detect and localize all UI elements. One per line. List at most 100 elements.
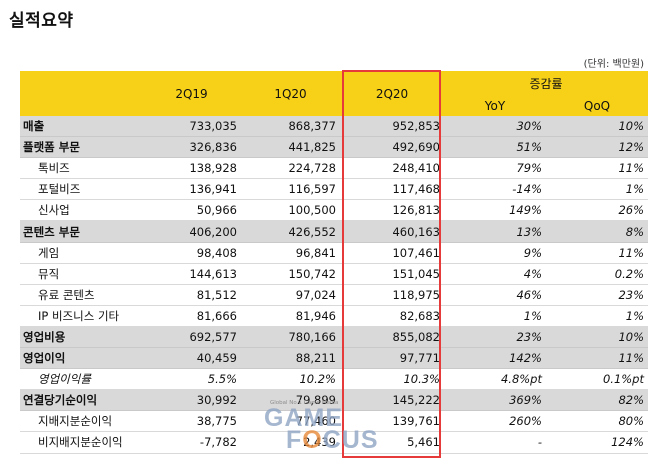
cell-qoq: 11% xyxy=(546,242,648,264)
cell-yoy: 46% xyxy=(444,284,546,306)
table-row: 영업이익률 5.5% 10.2% 10.3% 4.8%pt 0.1%pt xyxy=(20,368,648,391)
earnings-summary-table: 2Q19 1Q20 2Q20 증감률 YoY QoQ 매출 733,035 86… xyxy=(20,71,648,454)
page-title: 실적요약 xyxy=(9,11,74,31)
row-label: 뮤직 xyxy=(20,263,142,285)
cell-yoy: 51% xyxy=(444,136,546,159)
cell-1q20: 96,841 xyxy=(241,242,340,264)
cell-2q19: 81,666 xyxy=(142,305,241,327)
row-label: 영업이익률 xyxy=(20,368,142,391)
header-blank xyxy=(20,71,142,116)
cell-qoq: 26% xyxy=(546,199,648,222)
cell-1q20: 224,728 xyxy=(241,157,340,180)
cell-2q19: 40,459 xyxy=(142,347,241,370)
cell-2q19: 144,613 xyxy=(142,263,241,285)
cell-qoq: 11% xyxy=(546,347,648,370)
cell-1q20: 100,500 xyxy=(241,199,340,222)
header-qoq: QoQ xyxy=(546,95,648,116)
cell-2q20: 10.3% xyxy=(340,368,444,391)
cell-yoy: -14% xyxy=(444,178,546,201)
cell-1q20: 780,166 xyxy=(241,326,340,349)
row-label: 게임 xyxy=(20,242,142,264)
unit-note: (단위: 백만원) xyxy=(583,59,644,70)
cell-yoy: 369% xyxy=(444,389,546,412)
cell-2q19: 692,577 xyxy=(142,326,241,349)
cell-yoy: 142% xyxy=(444,347,546,370)
cell-2q20: 855,082 xyxy=(340,326,444,349)
cell-yoy: 149% xyxy=(444,199,546,222)
cell-1q20: 10.2% xyxy=(241,368,340,391)
cell-qoq: 1% xyxy=(546,305,648,327)
cell-qoq: 10% xyxy=(546,116,648,138)
cell-qoq: 8% xyxy=(546,220,648,243)
cell-2q19: 326,836 xyxy=(142,136,241,159)
row-label: 플랫폼 부문 xyxy=(20,136,142,159)
header-period-1q20: 1Q20 xyxy=(241,71,340,116)
header-period-2q20: 2Q20 xyxy=(340,71,444,116)
cell-yoy: 13% xyxy=(444,220,546,243)
table-row: 콘텐츠 부문 406,200 426,552 460,163 13% 8% xyxy=(20,220,648,243)
cell-yoy: 23% xyxy=(444,326,546,349)
table-row: 신사업 50,966 100,500 126,813 149% 26% xyxy=(20,199,648,222)
cell-2q20: 952,853 xyxy=(340,116,444,138)
cell-2q20: 145,222 xyxy=(340,389,444,412)
table-row: 뮤직 144,613 150,742 151,045 4% 0.2% xyxy=(20,263,648,285)
table-row: 유료 콘텐츠 81,512 97,024 118,975 46% 23% xyxy=(20,284,648,306)
cell-yoy: 4% xyxy=(444,263,546,285)
cell-qoq: 23% xyxy=(546,284,648,306)
cell-2q20: 118,975 xyxy=(340,284,444,306)
cell-2q19: 138,928 xyxy=(142,157,241,180)
table-row: 비지배지분순이익 -7,782 2,439 5,461 - 124% xyxy=(20,431,648,454)
row-label: 영업이익 xyxy=(20,347,142,370)
cell-1q20: 77,460 xyxy=(241,410,340,433)
cell-2q20: 139,761 xyxy=(340,410,444,433)
cell-1q20: 79,899 xyxy=(241,389,340,412)
table-row: 플랫폼 부문 326,836 441,825 492,690 51% 12% xyxy=(20,136,648,159)
cell-1q20: 868,377 xyxy=(241,116,340,138)
cell-2q20: 248,410 xyxy=(340,157,444,180)
cell-1q20: 2,439 xyxy=(241,431,340,454)
header-change-group: 증감률 xyxy=(444,71,648,95)
cell-2q19: 136,941 xyxy=(142,178,241,201)
cell-yoy: 9% xyxy=(444,242,546,264)
header-period-2q19: 2Q19 xyxy=(142,71,241,116)
cell-2q20: 5,461 xyxy=(340,431,444,454)
table-row: 포털비즈 136,941 116,597 117,468 -14% 1% xyxy=(20,178,648,201)
row-label: 비지배지분순이익 xyxy=(20,431,142,454)
cell-1q20: 116,597 xyxy=(241,178,340,201)
cell-qoq: 0.1%pt xyxy=(546,368,648,391)
table-row: 매출 733,035 868,377 952,853 30% 10% xyxy=(20,116,648,138)
cell-1q20: 97,024 xyxy=(241,284,340,306)
cell-qoq: 11% xyxy=(546,157,648,180)
cell-1q20: 441,825 xyxy=(241,136,340,159)
row-label: 포털비즈 xyxy=(20,178,142,201)
cell-qoq: 80% xyxy=(546,410,648,433)
cell-2q20: 107,461 xyxy=(340,242,444,264)
cell-qoq: 0.2% xyxy=(546,263,648,285)
table-row: IP 비즈니스 기타 81,666 81,946 82,683 1% 1% xyxy=(20,305,648,327)
cell-1q20: 426,552 xyxy=(241,220,340,243)
cell-2q19: 38,775 xyxy=(142,410,241,433)
cell-yoy: 4.8%pt xyxy=(444,368,546,391)
cell-2q20: 97,771 xyxy=(340,347,444,370)
cell-2q20: 117,468 xyxy=(340,178,444,201)
cell-1q20: 88,211 xyxy=(241,347,340,370)
cell-yoy: - xyxy=(444,431,546,454)
cell-yoy: 260% xyxy=(444,410,546,433)
cell-2q20: 492,690 xyxy=(340,136,444,159)
table-row: 톡비즈 138,928 224,728 248,410 79% 11% xyxy=(20,157,648,180)
cell-1q20: 81,946 xyxy=(241,305,340,327)
table-row: 영업비용 692,577 780,166 855,082 23% 10% xyxy=(20,326,648,349)
row-label: IP 비즈니스 기타 xyxy=(20,305,142,327)
cell-1q20: 150,742 xyxy=(241,263,340,285)
cell-2q20: 151,045 xyxy=(340,263,444,285)
cell-yoy: 30% xyxy=(444,116,546,138)
cell-2q19: 30,992 xyxy=(142,389,241,412)
row-label: 지배지분순이익 xyxy=(20,410,142,433)
cell-2q19: 81,512 xyxy=(142,284,241,306)
table-row: 게임 98,408 96,841 107,461 9% 11% xyxy=(20,242,648,264)
row-label: 신사업 xyxy=(20,199,142,222)
row-label: 톡비즈 xyxy=(20,157,142,180)
row-label: 매출 xyxy=(20,116,142,138)
cell-2q19: 406,200 xyxy=(142,220,241,243)
cell-2q19: 98,408 xyxy=(142,242,241,264)
